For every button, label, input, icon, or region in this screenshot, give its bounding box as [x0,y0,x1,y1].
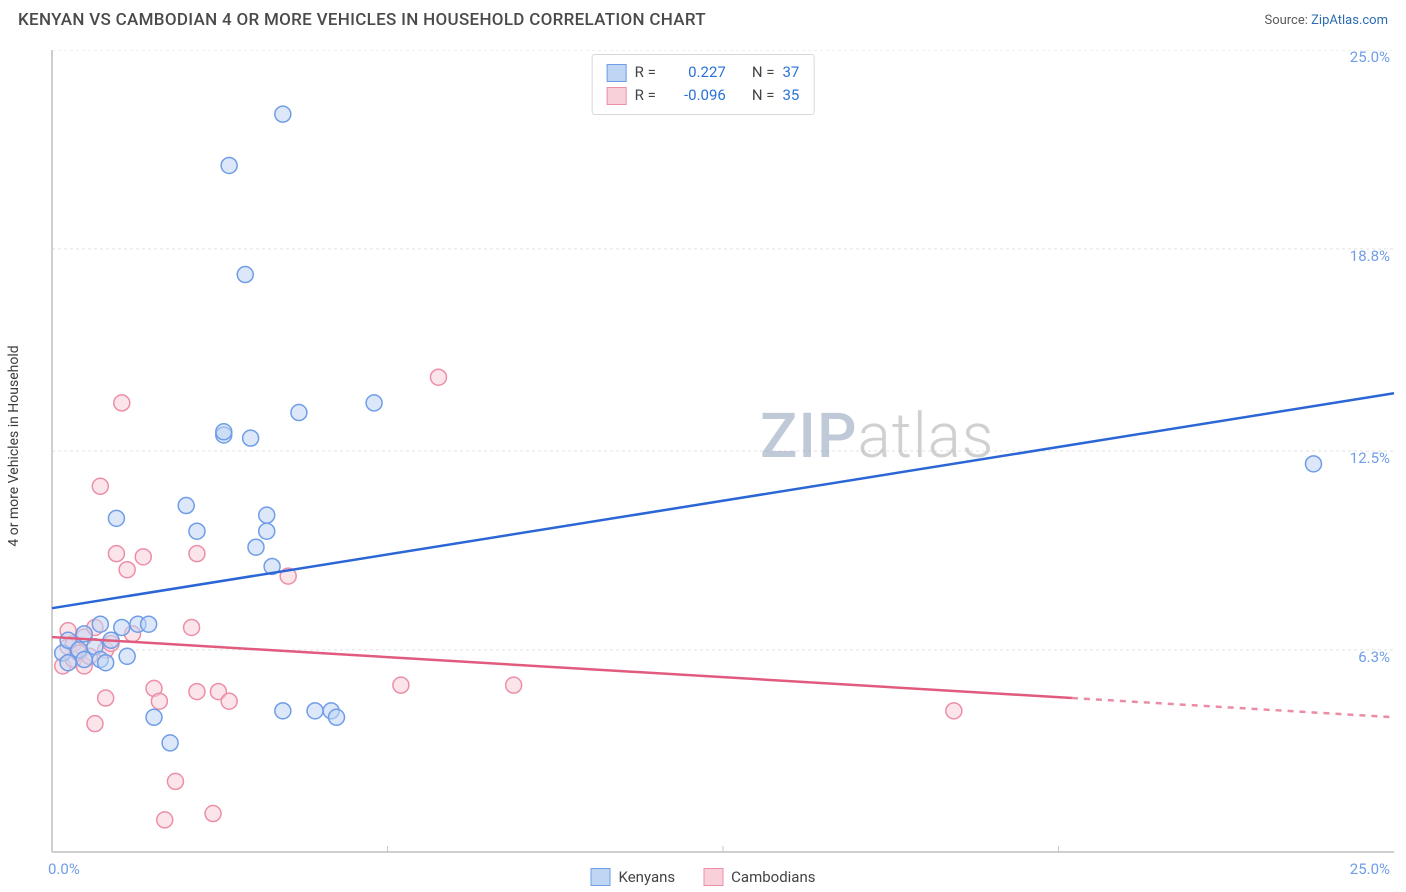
stats-row: R = 0.227 N = 37 [607,61,800,84]
stats-row: R = -0.096 N = 35 [607,84,800,107]
y-tick-label: 12.5% [1350,449,1390,467]
r-label: R = [635,61,656,84]
n-value: 37 [782,61,799,84]
y-tick-label: 18.8% [1350,247,1390,265]
n-label: N = [752,84,775,107]
source-link[interactable]: ZipAtlas.com [1311,13,1388,28]
chart-area [50,50,1396,854]
correlation-stats-box: R = 0.227 N = 37 R = -0.096 N = 35 [592,54,815,115]
y-axis-label: 4 or more Vehicles in Household [6,345,22,546]
chart-header: KENYAN VS CAMBODIAN 4 OR MORE VEHICLES I… [0,0,1406,36]
legend-swatch [607,64,627,82]
legend-label: Cambodians [731,868,815,886]
legend-swatch [591,868,611,886]
y-tick-label: 6.3% [1358,648,1390,666]
r-value: -0.096 [670,84,726,107]
source-attribution: Source: ZipAtlas.com [1264,13,1388,28]
legend-swatch [703,868,723,886]
legend-item: Cambodians [703,868,815,886]
source-prefix: Source: [1264,13,1311,28]
series-legend: Kenyans Cambodians [591,868,816,886]
legend-label: Kenyans [619,868,676,886]
chart-title: KENYAN VS CAMBODIAN 4 OR MORE VEHICLES I… [18,10,706,30]
r-value: 0.227 [670,61,726,84]
x-tick-label: 0.0% [48,860,80,878]
x-tick-label: 25.0% [1350,860,1390,878]
legend-item: Kenyans [591,868,676,886]
scatter-chart [50,50,1396,854]
n-label: N = [752,61,775,84]
legend-swatch [607,87,627,105]
y-tick-label: 25.0% [1350,48,1390,66]
n-value: 35 [782,84,799,107]
r-label: R = [635,84,656,107]
